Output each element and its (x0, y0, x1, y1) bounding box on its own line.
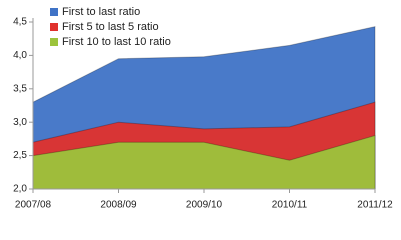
x-tick-label: 2008/09 (100, 200, 137, 211)
x-tick-label: 2011/12 (357, 200, 393, 211)
legend-swatch (50, 23, 58, 31)
y-tick-label: 4,0 (13, 50, 27, 61)
x-tick-label: 2009/10 (186, 200, 223, 211)
y-tick-label: 2,5 (13, 150, 27, 161)
y-tick-label: 2,0 (13, 184, 27, 195)
y-tick-label: 4,5 (13, 17, 27, 28)
legend-swatch (50, 38, 58, 46)
legend-label: First to last ratio (62, 6, 140, 18)
legend-label: First 10 to last 10 ratio (62, 36, 171, 48)
chart: 2,0 2,5 3,0 3,5 4,0 4,5 2007/08 2008/09 2009/10 2… (13, 6, 393, 211)
x-tick-label: 2007/08 (15, 200, 52, 211)
y-tick-label: 3,5 (13, 83, 27, 94)
y-tick-label: 3,0 (13, 117, 27, 128)
legend-swatch (50, 8, 58, 16)
legend-label: First 5 to last 5 ratio (62, 21, 159, 33)
x-tick-label: 2010/11 (272, 200, 308, 211)
